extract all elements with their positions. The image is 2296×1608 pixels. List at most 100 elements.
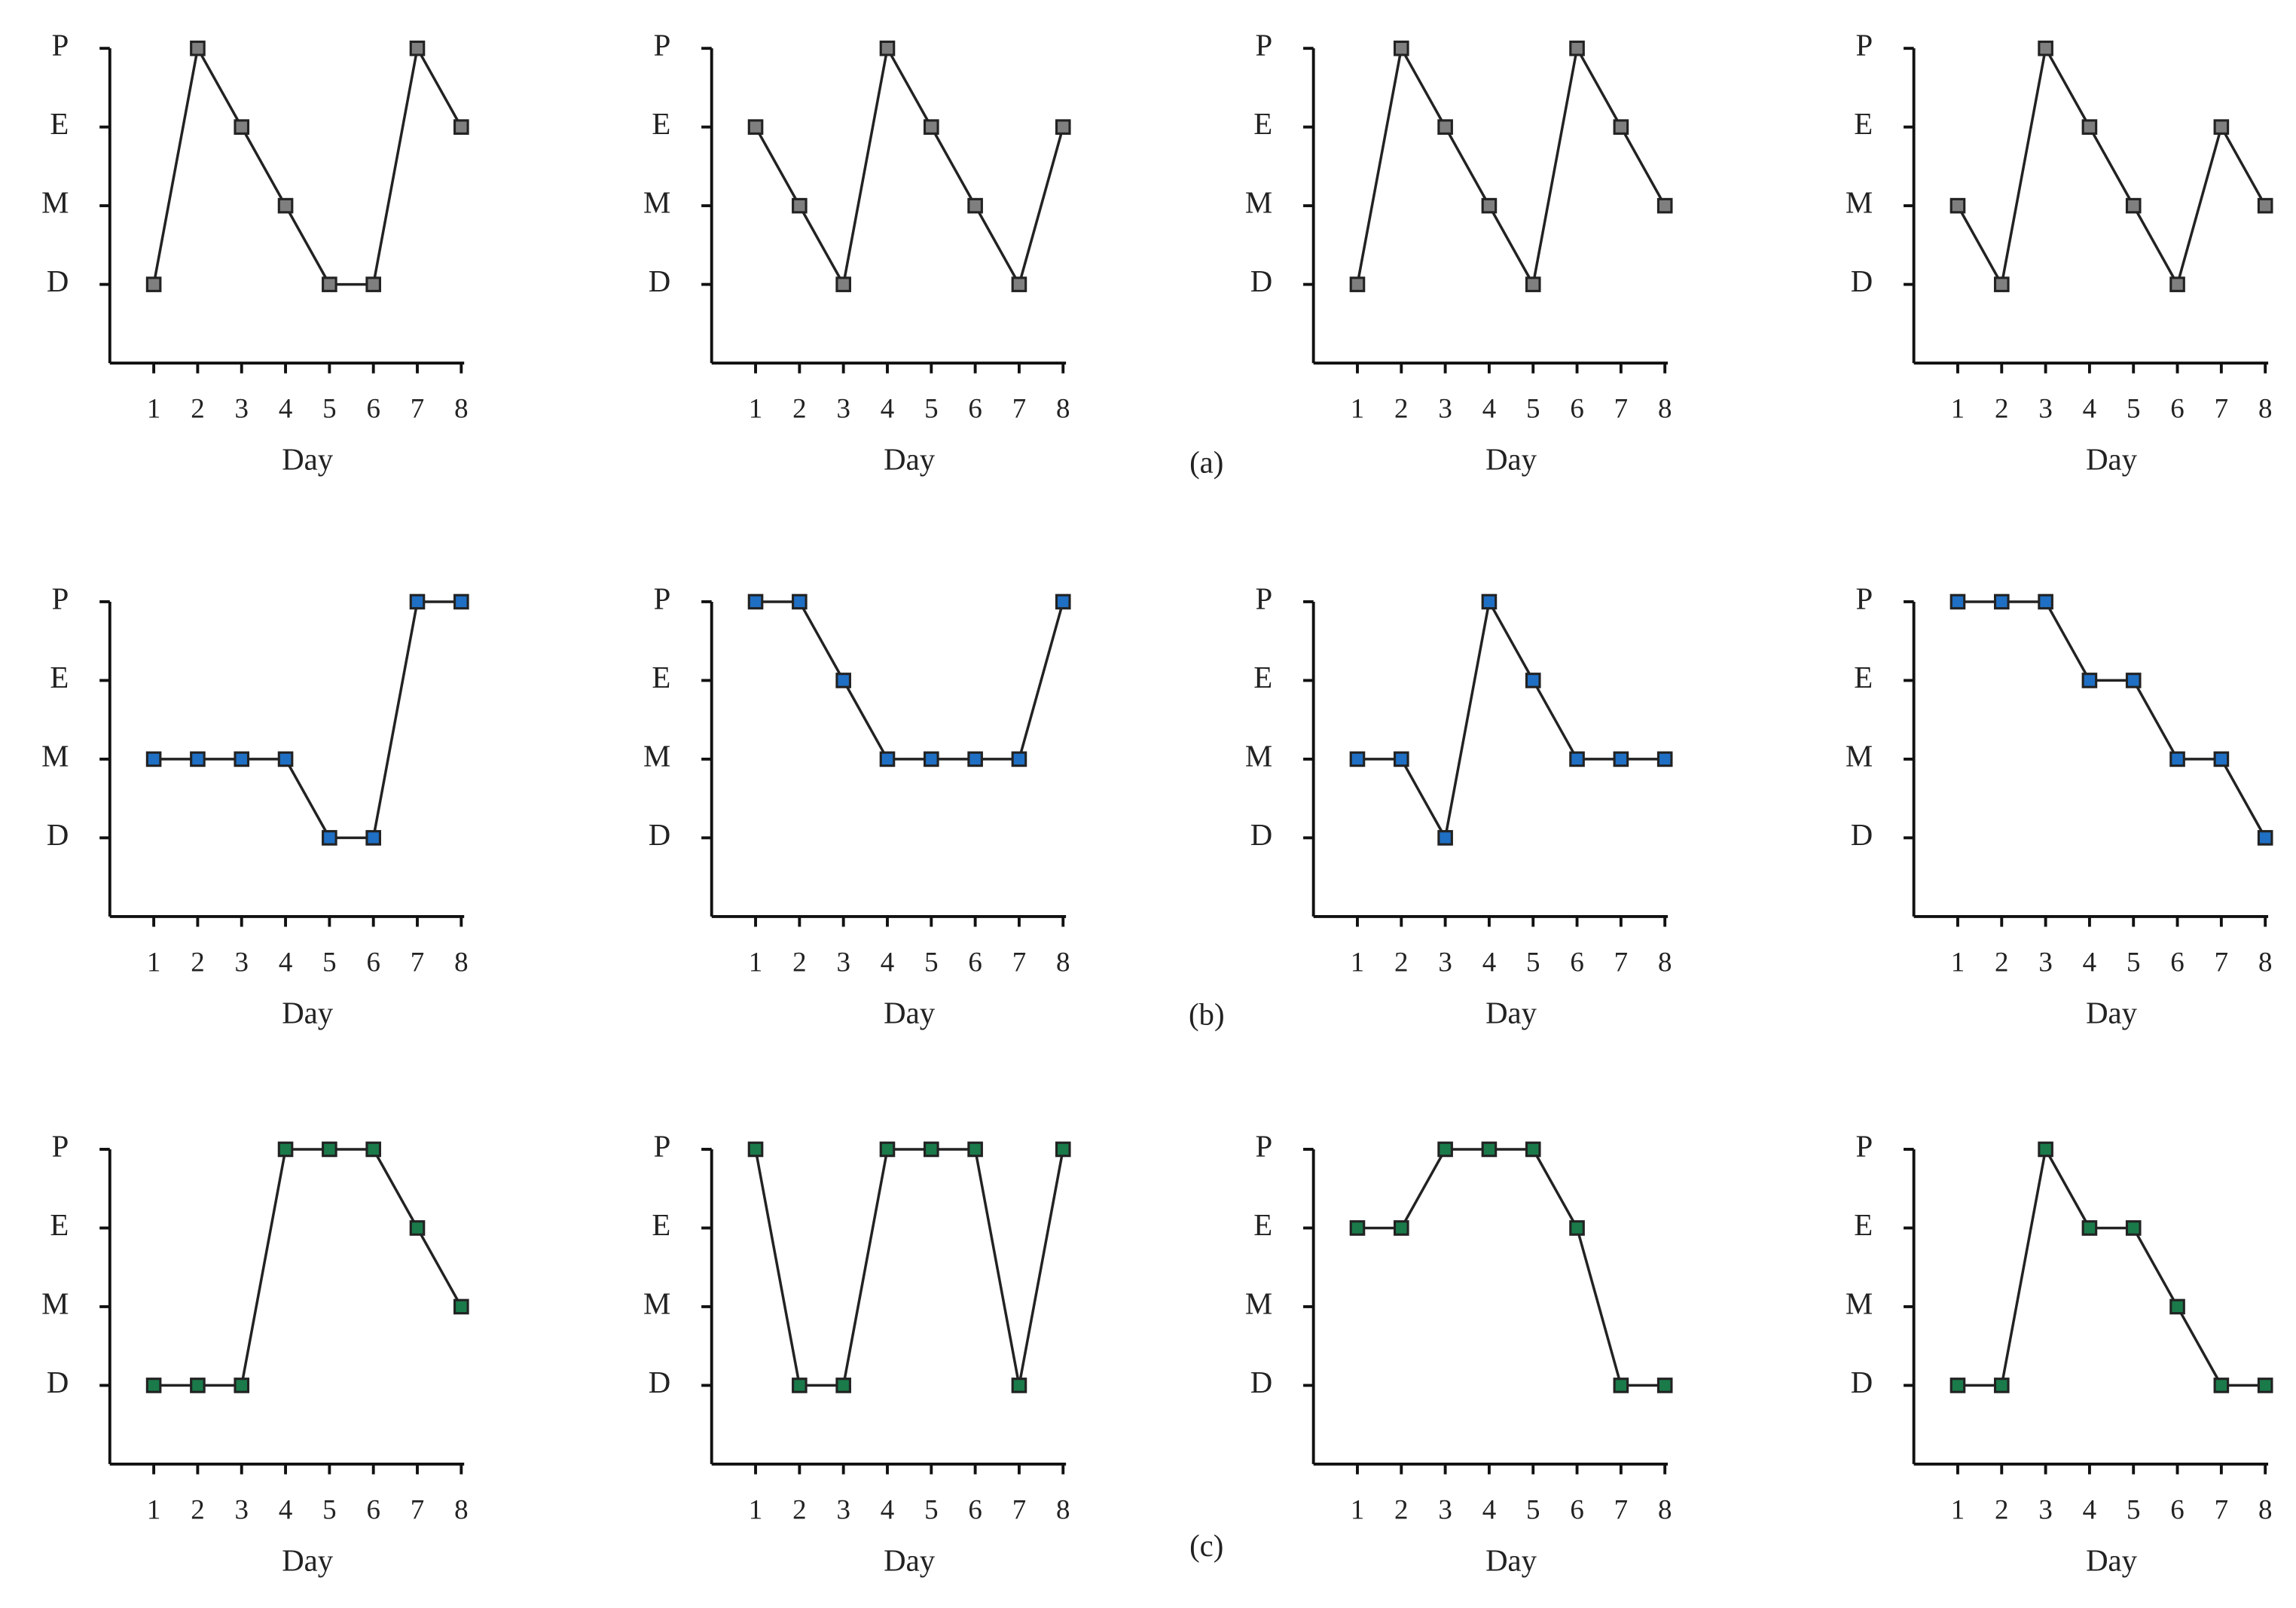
point-marker: [2213, 751, 2230, 767]
point-marker: [967, 197, 983, 214]
x-tick-label: 5: [322, 947, 336, 978]
y-tick-label: E: [652, 661, 670, 694]
x-tick-label: 1: [749, 947, 762, 978]
y-tick-label: M: [1245, 186, 1272, 220]
y-tick-label: M: [1846, 739, 1873, 773]
x-tick-label: 6: [1570, 947, 1583, 978]
y-tick-label: D: [1250, 1365, 1272, 1399]
x-tick-label: 4: [2083, 1494, 2096, 1525]
small-chart: D M E P 1 2 3 4 5 6 7 8 Day: [643, 581, 1071, 1030]
y-tick-label: E: [1253, 107, 1272, 141]
point-marker: [1949, 197, 1966, 214]
point-marker: [1481, 197, 1498, 214]
x-tick-label: 3: [2038, 393, 2052, 424]
point-marker: [2213, 1378, 2230, 1393]
point-marker: [1525, 1141, 1541, 1158]
point-marker: [2169, 276, 2185, 292]
x-tick-label: 7: [1012, 1494, 1026, 1525]
y-tick-label: M: [1846, 1286, 1873, 1320]
y-tick-label: M: [41, 739, 69, 773]
x-tick-label: 6: [2170, 393, 2184, 424]
x-tick-label: 8: [454, 393, 468, 424]
y-tick-label: E: [50, 107, 69, 141]
x-tick-label: 4: [279, 1494, 292, 1525]
point-marker: [190, 40, 206, 56]
point-marker: [365, 276, 381, 292]
point-marker: [2038, 593, 2053, 610]
point-marker: [835, 1378, 851, 1393]
x-tick-label: 8: [2258, 1494, 2272, 1525]
point-marker: [409, 593, 426, 610]
series-line: [154, 1148, 463, 1387]
point-marker: [1437, 119, 1453, 135]
x-tick-label: 3: [235, 947, 249, 978]
x-tick-label: 8: [2258, 393, 2272, 424]
x-axis-label: Day: [282, 1543, 334, 1577]
x-tick-label: 8: [454, 947, 468, 978]
y-tick-label: P: [1856, 29, 1873, 63]
small-chart: D M E P 1 2 3 4 5 6 7 8 Day: [1245, 581, 1673, 1030]
x-tick-label: 2: [1995, 1494, 2008, 1525]
series-line: [1356, 44, 1666, 288]
point-marker: [234, 751, 250, 767]
point-marker: [1993, 276, 2010, 292]
x-tick-label: 4: [1482, 1494, 1496, 1525]
point-marker: [2125, 1220, 2142, 1236]
x-axis-label: Day: [884, 1543, 936, 1577]
point-marker: [747, 593, 764, 610]
x-tick-label: 6: [1570, 393, 1583, 424]
x-tick-label: 7: [1614, 393, 1628, 424]
y-tick-label: E: [652, 1208, 670, 1242]
x-tick-label: 8: [454, 1494, 468, 1525]
point-marker: [2038, 1141, 2053, 1158]
point-marker: [1481, 593, 1498, 610]
small-chart: D M E P 1 2 3 4 5 6 7 8 Day: [1245, 1129, 1673, 1577]
x-tick-label: 5: [1526, 1494, 1540, 1525]
x-tick-label: 8: [1056, 947, 1070, 978]
x-tick-label: 8: [1056, 1494, 1070, 1525]
x-axis-label: Day: [282, 996, 334, 1030]
x-tick-label: 1: [749, 393, 762, 424]
point-marker: [1525, 673, 1541, 688]
x-axis-label: Day: [884, 996, 936, 1030]
point-marker: [1011, 276, 1027, 292]
x-tick-label: 3: [1438, 947, 1452, 978]
point-marker: [2081, 1220, 2098, 1236]
point-marker: [365, 1141, 381, 1158]
x-tick-label: 5: [2127, 1494, 2140, 1525]
small-chart: D M E P 1 2 3 4 5 6 7 8 Day: [1846, 1129, 2273, 1577]
point-marker: [409, 40, 426, 56]
point-marker: [190, 751, 206, 767]
x-tick-label: 2: [1394, 947, 1408, 978]
x-tick-label: 6: [1570, 1494, 1583, 1525]
point-marker: [1349, 1220, 1366, 1236]
point-marker: [2257, 1378, 2273, 1393]
point-marker: [879, 751, 896, 767]
point-marker: [1949, 593, 1966, 610]
y-tick-label: D: [1250, 818, 1272, 852]
point-marker: [792, 1378, 808, 1393]
point-marker: [2169, 1298, 2185, 1315]
x-axis-label: Day: [2086, 1543, 2138, 1577]
y-tick-label: D: [649, 1365, 670, 1399]
x-axis-label: Day: [2086, 443, 2138, 477]
y-tick-label: D: [47, 264, 69, 298]
x-tick-label: 7: [411, 393, 424, 424]
x-tick-label: 8: [1658, 1494, 1672, 1525]
small-chart: D M E P 1 2 3 4 5 6 7 8 Day: [1245, 29, 1673, 477]
point-marker: [2125, 197, 2142, 214]
x-tick-label: 3: [836, 393, 850, 424]
point-marker: [2257, 197, 2273, 214]
point-marker: [2169, 751, 2185, 767]
x-tick-label: 1: [1951, 947, 1965, 978]
x-tick-label: 8: [1056, 393, 1070, 424]
y-tick-label: P: [654, 581, 671, 615]
series-line: [1357, 1148, 1666, 1387]
x-tick-label: 3: [235, 393, 249, 424]
y-tick-label: P: [1856, 581, 1873, 615]
x-axis-label: Day: [884, 443, 936, 477]
point-marker: [1569, 751, 1585, 767]
point-marker: [1055, 593, 1071, 610]
point-marker: [967, 751, 983, 767]
point-marker: [792, 593, 808, 610]
